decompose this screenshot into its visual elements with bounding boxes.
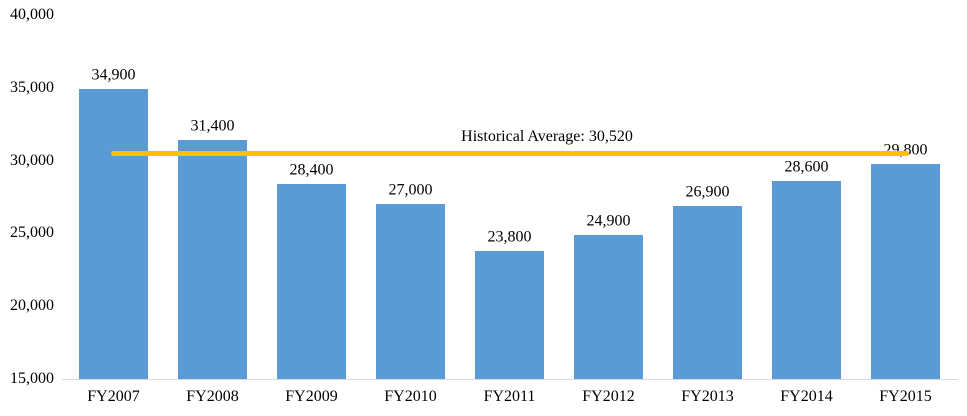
x-axis-label: FY2010 bbox=[384, 388, 437, 405]
bar bbox=[376, 204, 445, 379]
bar-value-label: 28,600 bbox=[784, 158, 829, 176]
bar bbox=[79, 89, 148, 379]
x-axis-label: FY2015 bbox=[879, 388, 932, 405]
x-axis-label: FY2012 bbox=[582, 388, 635, 405]
bar-value-label: 29,800 bbox=[883, 140, 928, 158]
bar bbox=[772, 180, 841, 379]
bar bbox=[178, 140, 247, 379]
bar bbox=[277, 183, 346, 379]
bar bbox=[475, 250, 544, 379]
bar-value-label: 24,900 bbox=[586, 212, 631, 230]
bar-value-label: 27,000 bbox=[388, 181, 433, 199]
bar bbox=[574, 234, 643, 379]
bar bbox=[673, 205, 742, 379]
y-axis-tick-label: 15,000 bbox=[10, 370, 54, 387]
x-axis-label: FY2011 bbox=[483, 388, 536, 405]
y-axis-tick-label: 25,000 bbox=[10, 224, 54, 242]
x-axis-label: FY2008 bbox=[186, 388, 239, 405]
y-axis-tick-label: 20,000 bbox=[10, 297, 54, 315]
bar-value-label: 23,800 bbox=[487, 228, 532, 246]
average-line bbox=[110, 150, 909, 156]
y-axis-tick-label: 30,000 bbox=[10, 151, 54, 169]
bar-value-label: 28,400 bbox=[289, 161, 334, 179]
y-axis-tick-label: 40,000 bbox=[10, 6, 54, 23]
bar bbox=[871, 163, 940, 379]
x-axis-label: FY2013 bbox=[681, 388, 734, 405]
y-axis-tick-label: 35,000 bbox=[10, 78, 54, 96]
x-axis-label: FY2014 bbox=[780, 388, 833, 405]
bar-value-label: 31,400 bbox=[190, 117, 235, 135]
average-line-label: Historical Average: 30,520 bbox=[461, 128, 633, 146]
bar-value-label: 26,900 bbox=[685, 183, 730, 201]
x-axis-baseline bbox=[62, 379, 958, 380]
bar-value-label: 34,900 bbox=[91, 66, 136, 84]
x-axis-label: FY2007 bbox=[87, 388, 140, 405]
x-axis-label: FY2009 bbox=[285, 388, 338, 405]
